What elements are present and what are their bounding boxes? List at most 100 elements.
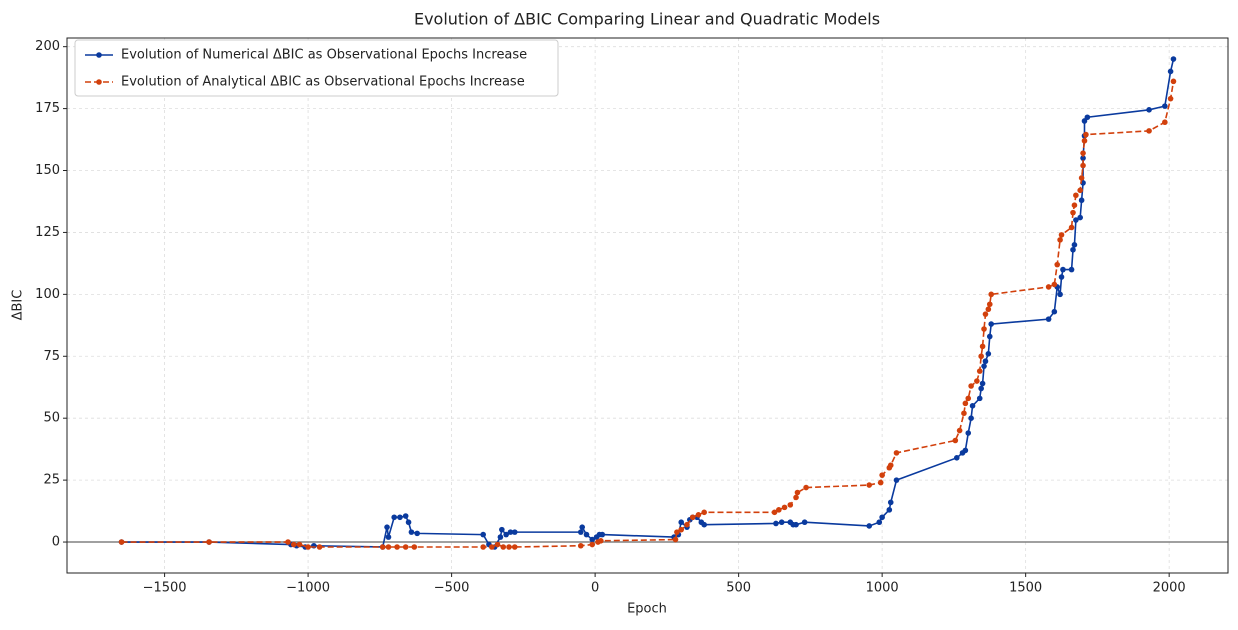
data-point bbox=[982, 311, 989, 317]
data-point bbox=[956, 427, 963, 434]
data-point bbox=[988, 321, 995, 327]
data-point bbox=[1071, 242, 1078, 248]
legend-label: Evolution of Analytical ΔBIC as Observat… bbox=[121, 75, 525, 90]
data-point bbox=[776, 507, 782, 513]
data-point bbox=[1170, 56, 1177, 62]
data-point bbox=[1054, 261, 1061, 268]
data-point bbox=[1057, 291, 1063, 298]
chart-title: Evolution of ΔBIC Comparing Linear and Q… bbox=[414, 10, 880, 29]
data-point bbox=[206, 539, 212, 545]
data-point bbox=[793, 521, 799, 528]
y-tick-label: 200 bbox=[35, 39, 60, 54]
x-tick-label: 500 bbox=[726, 581, 751, 596]
data-point bbox=[1073, 192, 1079, 199]
data-point bbox=[296, 541, 303, 548]
data-point bbox=[1045, 316, 1052, 322]
data-point bbox=[405, 519, 412, 526]
data-point bbox=[985, 350, 992, 357]
data-point bbox=[976, 368, 983, 374]
data-point bbox=[976, 395, 983, 402]
data-point bbox=[589, 536, 596, 543]
y-tick-label: 175 bbox=[35, 101, 60, 116]
data-point bbox=[773, 520, 779, 527]
data-point bbox=[876, 519, 883, 526]
data-point bbox=[577, 529, 584, 535]
data-point bbox=[511, 544, 518, 550]
x-tick-label: −1500 bbox=[143, 581, 187, 596]
data-point bbox=[1084, 114, 1091, 121]
data-point bbox=[1058, 274, 1065, 280]
data-point bbox=[480, 531, 486, 538]
data-point bbox=[866, 482, 873, 488]
data-point bbox=[494, 541, 501, 548]
x-tick-label: 0 bbox=[591, 581, 599, 596]
data-point bbox=[1068, 224, 1075, 231]
y-tick-label: 75 bbox=[43, 349, 60, 364]
data-point bbox=[893, 450, 900, 456]
data-point bbox=[968, 383, 974, 389]
data-point bbox=[778, 519, 785, 526]
x-tick-label: 1000 bbox=[866, 581, 899, 596]
data-point bbox=[1057, 237, 1063, 243]
data-point bbox=[965, 395, 972, 402]
data-point bbox=[866, 523, 873, 529]
data-point bbox=[965, 430, 972, 436]
data-point bbox=[316, 544, 323, 550]
x-axis-label: Epoch bbox=[627, 602, 667, 617]
y-tick-label: 150 bbox=[35, 163, 60, 178]
data-point bbox=[118, 539, 125, 545]
data-point bbox=[1080, 162, 1086, 169]
data-point bbox=[379, 544, 386, 550]
data-point bbox=[801, 519, 808, 526]
data-point bbox=[981, 326, 987, 332]
data-point bbox=[886, 507, 893, 513]
data-point bbox=[988, 291, 995, 298]
data-point bbox=[701, 521, 707, 528]
data-point bbox=[1083, 131, 1089, 138]
x-tick-label: 2000 bbox=[1153, 581, 1186, 596]
data-point bbox=[1077, 214, 1083, 221]
data-point bbox=[1045, 284, 1052, 290]
data-point bbox=[1146, 128, 1152, 134]
data-point bbox=[787, 502, 794, 508]
data-point bbox=[803, 484, 809, 491]
data-point bbox=[391, 514, 398, 521]
data-point bbox=[599, 531, 606, 538]
legend-box bbox=[74, 39, 559, 97]
data-point bbox=[1078, 197, 1085, 204]
data-point bbox=[887, 499, 894, 506]
data-point bbox=[511, 529, 518, 535]
data-point bbox=[1070, 209, 1076, 216]
x-tick-label: −1000 bbox=[286, 581, 330, 596]
data-point bbox=[1060, 266, 1066, 273]
data-point bbox=[1146, 107, 1152, 113]
data-point bbox=[893, 477, 900, 483]
data-point bbox=[986, 333, 993, 340]
data-point bbox=[577, 542, 584, 549]
data-point bbox=[961, 410, 967, 417]
data-point bbox=[1058, 232, 1065, 238]
data-point bbox=[385, 544, 392, 550]
y-axis-label: ΔBIC bbox=[11, 290, 26, 321]
data-point bbox=[985, 306, 992, 313]
data-point bbox=[598, 538, 604, 544]
data-point bbox=[503, 531, 509, 538]
data-point bbox=[877, 479, 884, 486]
data-point bbox=[887, 462, 894, 469]
plot-frame bbox=[66, 37, 1229, 574]
data-point bbox=[952, 437, 959, 444]
data-point bbox=[979, 380, 986, 387]
data-point bbox=[979, 343, 986, 350]
data-point bbox=[684, 521, 690, 528]
data-point bbox=[1051, 308, 1058, 315]
data-point bbox=[305, 544, 311, 550]
data-point bbox=[982, 358, 989, 365]
data-point bbox=[414, 530, 420, 537]
data-point bbox=[385, 534, 392, 540]
legend-marker bbox=[96, 52, 102, 58]
y-tick-label: 125 bbox=[35, 225, 60, 240]
x-tick-label: −500 bbox=[434, 581, 470, 596]
data-point bbox=[397, 514, 403, 521]
data-point bbox=[793, 494, 799, 501]
data-point bbox=[506, 544, 512, 550]
